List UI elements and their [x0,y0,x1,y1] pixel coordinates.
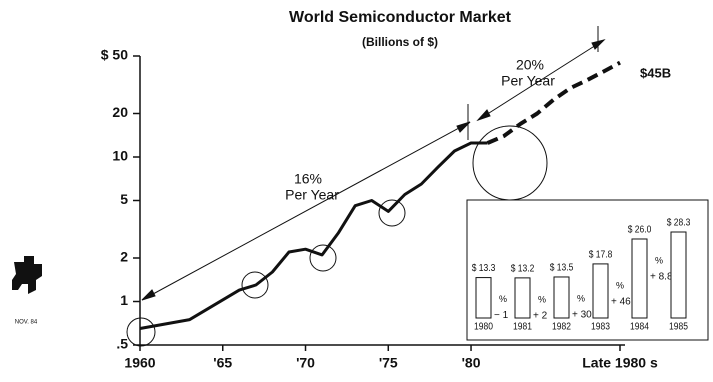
category-label: 1984 [630,321,649,332]
arrow [477,39,605,121]
category-label: 1982 [552,321,571,332]
circle [309,244,337,272]
bar-value-label: $ 28.3 [667,217,691,228]
bar-value-label: $ 13.5 [550,262,574,273]
growth-label: + 8.8 [650,272,673,283]
x-tick-label: '80 [462,355,481,371]
growth-unit: % [655,255,663,265]
y-tick-label: 2 [120,249,128,265]
bar-value-label: $ 17.8 [589,249,613,260]
circle [472,125,548,201]
growth-unit: % [538,294,546,304]
inset-frame [466,199,709,341]
data-line [139,141,488,330]
y-tick-label: 5 [120,191,128,207]
y-tick-label: $ 50 [101,47,128,63]
growth-unit: % [616,280,624,290]
bar [592,263,609,319]
x-tick-label: Late 1980 s [582,355,658,371]
chart-title: World Semiconductor Market [289,9,512,26]
growth-unit: % [577,293,585,303]
bar [514,277,531,319]
growth-arrows [141,26,606,301]
logo: NOV. 84 [12,256,42,326]
annotation: 16% [294,171,322,187]
logo-mark [12,256,42,294]
circle [241,271,269,299]
category-label: 1983 [591,321,610,332]
growth-label: + 2 [533,311,548,322]
category-label: 1980 [474,321,493,332]
annotation: $45B [640,65,671,80]
y-tick-label: 10 [112,148,128,164]
y-tick-label: 1 [120,292,128,308]
data-line [486,60,621,145]
growth-label: + 30 [572,310,592,321]
annotation: 20% [516,57,544,73]
bar [631,238,648,319]
bar-value-label: $ 13.2 [511,263,535,274]
logo-text: NOV. 84 [15,320,38,326]
bar-value-label: $ 13.3 [472,263,496,274]
growth-unit: % [499,294,507,304]
bar [553,276,570,319]
bar [670,231,687,319]
x-tick-label: '65 [213,355,232,371]
x-tick-label: 1960 [124,355,155,371]
arrowhead [141,289,156,301]
growth-label: + 46 [611,297,631,308]
x-tick-label: '70 [296,355,315,371]
arrow [141,121,471,301]
arrowhead [456,121,471,133]
growth-label: − 1 [494,310,509,321]
bar-value-label: $ 26.0 [628,224,652,235]
arrowhead [476,109,491,122]
bar [475,277,492,319]
y-tick-label: .5 [116,336,128,352]
annotation: Per Year [285,187,339,203]
y-tick-label: 20 [112,104,128,120]
annotation: Per Year [501,73,555,89]
circle [378,199,406,227]
x-tick-label: '75 [379,355,398,371]
category-label: 1981 [513,321,532,332]
category-label: 1985 [669,321,688,332]
circle [126,317,156,347]
chart-subtitle: (Billions of $) [362,35,438,49]
